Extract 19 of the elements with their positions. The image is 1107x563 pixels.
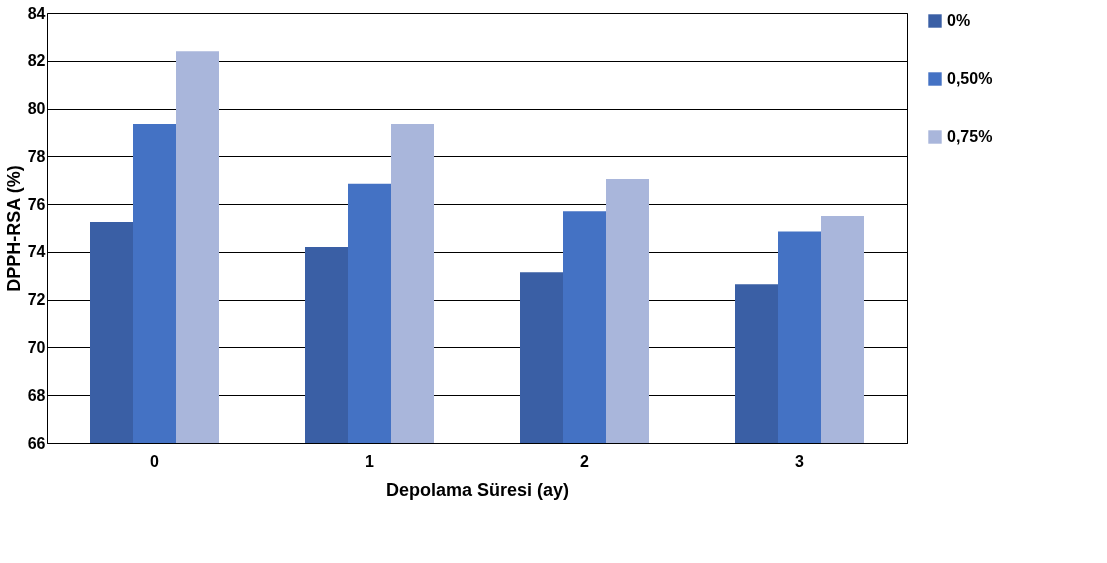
y-tick-label: 76 bbox=[27, 195, 46, 213]
y-tick-label: 84 bbox=[27, 4, 46, 22]
x-tick-label: 1 bbox=[365, 452, 375, 470]
y-tick-label: 80 bbox=[27, 100, 46, 118]
y-tick-label: 66 bbox=[27, 434, 46, 452]
x-tick-label: 0 bbox=[150, 452, 160, 470]
legend-label: 0,75% bbox=[947, 128, 993, 145]
x-axis-title: Depolama Süresi (ay) bbox=[385, 479, 570, 500]
legend-label: 0,50% bbox=[947, 70, 993, 87]
x-tick-label: 2 bbox=[580, 452, 590, 470]
y-tick-label: 70 bbox=[27, 338, 46, 356]
y-axis-title: DPPH-RSA (%) bbox=[3, 165, 24, 292]
y-tick-label: 68 bbox=[27, 386, 46, 404]
x-tick-label: 3 bbox=[795, 452, 805, 470]
legend-label: 0% bbox=[947, 12, 971, 29]
y-tick-label: 74 bbox=[27, 243, 46, 261]
y-tick-label: 78 bbox=[27, 147, 46, 165]
y-tick-label: 82 bbox=[27, 52, 46, 70]
y-tick-label: 72 bbox=[27, 291, 46, 309]
